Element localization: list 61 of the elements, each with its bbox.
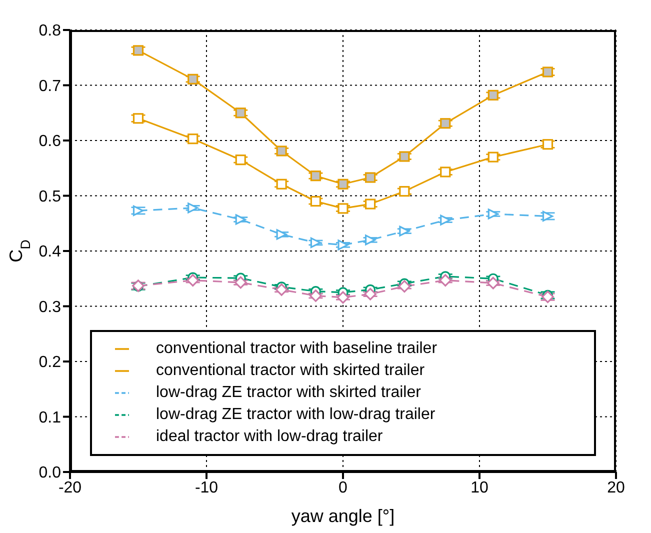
y-tick-label: 0.5 [38, 188, 62, 206]
point [365, 172, 376, 183]
y-tick-label: 0.3 [38, 298, 62, 316]
point [440, 118, 451, 129]
point [542, 66, 554, 78]
x-tick-label: 20 [607, 479, 625, 496]
point [338, 240, 348, 250]
point [488, 90, 498, 100]
point [338, 178, 348, 190]
point [439, 274, 452, 286]
point [132, 113, 144, 124]
point [399, 226, 410, 236]
point [365, 234, 376, 246]
point [235, 214, 246, 225]
y-tick-label: 0.6 [38, 133, 62, 150]
x-tick-label: 0 [338, 479, 348, 496]
point [398, 280, 411, 293]
x-axis-title: yaw angle [°] [291, 506, 395, 526]
point [188, 74, 198, 84]
point [440, 214, 451, 226]
point [234, 276, 247, 289]
x-tick-label: -20 [58, 479, 82, 496]
point [186, 274, 200, 286]
y-tick-label: 0.0 [38, 464, 62, 482]
point [276, 146, 287, 156]
point [542, 290, 554, 304]
point [338, 203, 348, 214]
y-tick-label: 0.7 [38, 78, 62, 95]
point [276, 229, 287, 240]
point [310, 290, 322, 302]
point [364, 288, 376, 300]
point [275, 283, 288, 296]
point [365, 198, 376, 210]
point [188, 202, 198, 214]
point [440, 166, 451, 178]
point [276, 178, 287, 190]
y-tick-label: 0.1 [38, 409, 62, 426]
point [310, 170, 321, 182]
y-tick-label: 0.4 [38, 244, 62, 261]
point [488, 152, 498, 162]
point [542, 210, 554, 222]
point [310, 237, 321, 248]
legend-label: low-drag ZE tractor with skirted trailer [156, 384, 421, 401]
point [235, 154, 246, 166]
point [235, 108, 246, 118]
legend-label: ideal tractor with low-drag trailer [156, 428, 383, 445]
point [188, 134, 198, 144]
point [486, 276, 500, 290]
legend-label: conventional tractor with baseline trailer [156, 340, 438, 357]
point [488, 208, 498, 220]
point [399, 151, 410, 162]
x-tick-label: -10 [194, 479, 218, 496]
y-tick-label: 0.8 [38, 22, 62, 40]
legend-label: conventional tractor with skirted trailer [156, 362, 425, 379]
x-tick-label: 10 [470, 479, 488, 496]
point [399, 186, 410, 197]
point [542, 139, 554, 150]
legend-label: low-drag ZE tractor with low-drag trailer [156, 406, 436, 423]
y-tick-label: 0.2 [38, 354, 62, 372]
point [336, 291, 350, 304]
point [310, 196, 321, 207]
